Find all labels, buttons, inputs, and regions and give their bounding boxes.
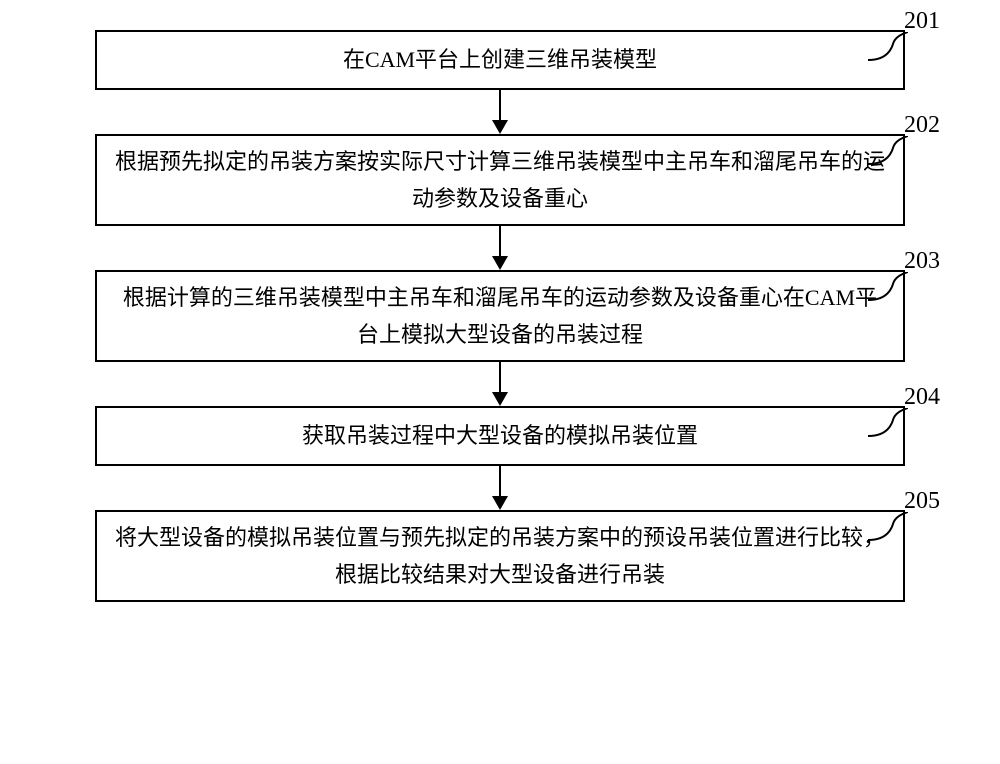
step-wrap-204: 获取吊装过程中大型设备的模拟吊装位置 204 <box>30 406 970 466</box>
step-text: 将大型设备的模拟吊装位置与预先拟定的吊装方案中的预设吊装位置进行比较，根据比较结… <box>113 519 887 594</box>
step-box-201: 在CAM平台上创建三维吊装模型 <box>95 30 905 90</box>
callout-203 <box>868 272 908 302</box>
step-box-202: 根据预先拟定的吊装方案按实际尺寸计算三维吊装模型中主吊车和溜尾吊车的运动参数及设… <box>95 134 905 226</box>
step-wrap-203: 根据计算的三维吊装模型中主吊车和溜尾吊车的运动参数及设备重心在CAM平台上模拟大… <box>30 270 970 362</box>
step-label-204: 204 <box>904 384 940 411</box>
step-label-203: 203 <box>904 248 940 275</box>
step-label-202: 202 <box>904 112 940 139</box>
step-wrap-205: 将大型设备的模拟吊装位置与预先拟定的吊装方案中的预设吊装位置进行比较，根据比较结… <box>30 510 970 602</box>
step-text: 在CAM平台上创建三维吊装模型 <box>343 41 657 78</box>
step-label-201: 201 <box>904 8 940 35</box>
step-box-205: 将大型设备的模拟吊装位置与预先拟定的吊装方案中的预设吊装位置进行比较，根据比较结… <box>95 510 905 602</box>
arrow-2 <box>492 226 508 270</box>
callout-205 <box>868 512 908 542</box>
step-wrap-202: 根据预先拟定的吊装方案按实际尺寸计算三维吊装模型中主吊车和溜尾吊车的运动参数及设… <box>30 134 970 226</box>
arrow-4 <box>492 466 508 510</box>
step-wrap-201: 在CAM平台上创建三维吊装模型 201 <box>30 30 970 90</box>
step-label-205: 205 <box>904 488 940 515</box>
flowchart-container: 在CAM平台上创建三维吊装模型 201 根据预先拟定的吊装方案按实际尺寸计算三维… <box>30 30 970 602</box>
step-text: 根据预先拟定的吊装方案按实际尺寸计算三维吊装模型中主吊车和溜尾吊车的运动参数及设… <box>113 143 887 218</box>
step-text: 获取吊装过程中大型设备的模拟吊装位置 <box>302 417 698 454</box>
step-box-204: 获取吊装过程中大型设备的模拟吊装位置 <box>95 406 905 466</box>
callout-204 <box>868 408 908 438</box>
callout-201 <box>868 32 908 62</box>
arrow-3 <box>492 362 508 406</box>
step-box-203: 根据计算的三维吊装模型中主吊车和溜尾吊车的运动参数及设备重心在CAM平台上模拟大… <box>95 270 905 362</box>
arrow-1 <box>492 90 508 134</box>
callout-202 <box>868 136 908 166</box>
step-text: 根据计算的三维吊装模型中主吊车和溜尾吊车的运动参数及设备重心在CAM平台上模拟大… <box>113 279 887 354</box>
